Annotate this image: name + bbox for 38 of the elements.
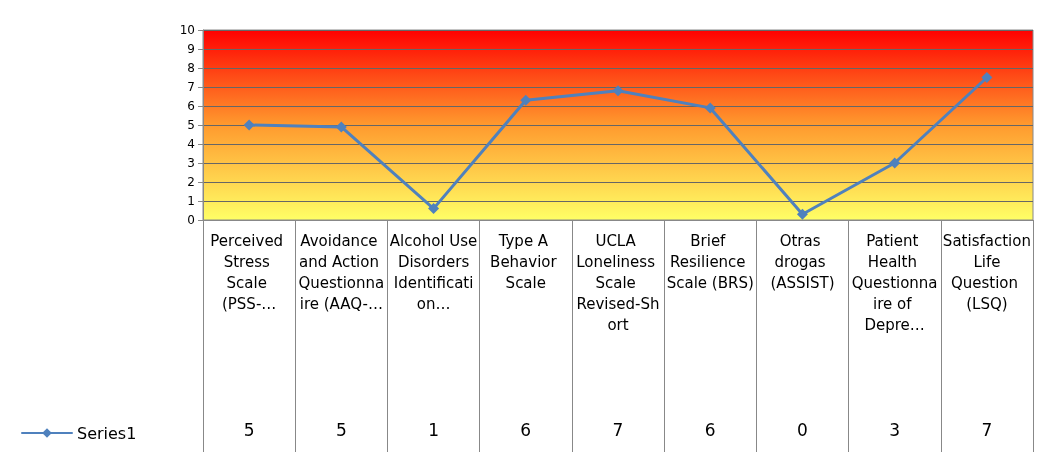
y-tick-label: 1 [187,194,195,208]
y-tick-label: 7 [187,80,195,94]
x-tick-label: Otras drogas (ASSIST) [770,231,835,292]
y-tick-label: 10 [179,23,195,37]
point [612,85,624,97]
x-tick-label: Type A Behavior Scale [490,231,562,292]
x-tick-label: Avoidance and Action Questionnaire (AAQ-… [298,231,385,313]
y-tick-label: 2 [187,175,195,189]
data-label: 5 [243,420,255,440]
point [243,119,255,131]
point [889,157,901,169]
data-label: 5 [335,420,347,440]
point [981,72,993,83]
y-tick-label: 8 [187,61,195,75]
x-tick-label: Brief Resilience Scale (BRS) [666,231,754,292]
point [796,208,808,220]
y-tick-label: 9 [187,42,195,56]
x-tick-label: Alcohol Use Disorders Identification… [389,231,478,313]
y-tick-label: 5 [187,118,195,132]
y-tick-label: 3 [187,156,195,170]
data-label: 6 [704,420,716,440]
point [704,102,716,114]
data-label: 3 [889,420,901,440]
y-tick-label: 4 [187,137,195,151]
data-label: 1 [428,420,439,440]
point [520,94,532,106]
x-tick-label: UCLA Loneliness Scale Revised-Short [576,231,660,334]
data-label: 6 [520,420,532,440]
x-tick-label: Perceived Stress Scale (PSS-… [210,231,288,313]
legend-label: Series1 [77,423,137,443]
x-tick-label: Patient Health Questionnaire of Depre… [851,231,938,334]
data-label: 7 [981,420,993,440]
y-tick-label: 6 [187,99,195,113]
y-tick-label: 0 [187,213,195,227]
data-label: 7 [612,420,624,440]
point [428,203,440,215]
x-tick-label: Satisfaction Life Question (LSQ) [942,231,1031,313]
data-label: 0 [797,420,808,440]
